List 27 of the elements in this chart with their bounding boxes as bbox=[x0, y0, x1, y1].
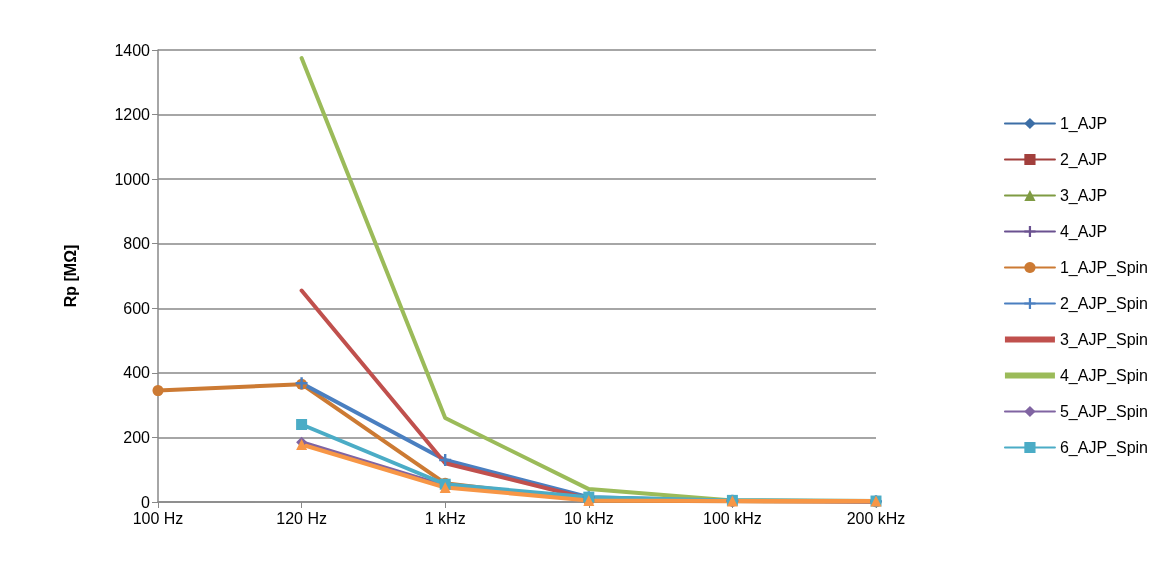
point bbox=[296, 419, 308, 431]
y-tick-label: 0 bbox=[141, 493, 151, 511]
y-tick-label: 800 bbox=[123, 235, 151, 253]
y-tick-label: 1000 bbox=[114, 170, 151, 188]
legend-label: 4_AJP_Spin bbox=[1059, 367, 1148, 385]
x-tick-label: 200 kHz bbox=[846, 509, 906, 527]
x-tick-label: 10 kHz bbox=[563, 509, 614, 527]
x-tick-label: 100 kHz bbox=[703, 509, 762, 527]
legend-label: 4_AJP bbox=[1059, 223, 1108, 241]
legend-label: 1_AJP_Spin bbox=[1059, 259, 1148, 277]
x-tick-label: 1 kHz bbox=[424, 509, 466, 527]
legend-label: 6_AJP_Spin bbox=[1059, 439, 1148, 457]
legend-label: 2_AJP bbox=[1059, 151, 1108, 169]
legend-label: 2_AJP_Spin bbox=[1059, 295, 1148, 313]
y-axis-title: Rp [MΩ] bbox=[61, 244, 79, 308]
legend-label: 1_AJP bbox=[1059, 115, 1108, 133]
legend-label: 3_AJP bbox=[1059, 187, 1108, 205]
y-tick-label: 1400 bbox=[114, 41, 151, 59]
y-tick-label: 1200 bbox=[114, 106, 151, 124]
y-tick-label: 400 bbox=[123, 364, 151, 382]
legend-label: 3_AJP_Spin bbox=[1059, 331, 1148, 349]
point bbox=[152, 385, 164, 397]
y-tick-label: 600 bbox=[123, 299, 151, 317]
legend-label: 5_AJP_Spin bbox=[1059, 403, 1148, 421]
x-tick-label: 120 Hz bbox=[276, 509, 327, 527]
x-tick-label: 100 Hz bbox=[132, 509, 184, 527]
y-tick-label: 200 bbox=[123, 428, 151, 446]
